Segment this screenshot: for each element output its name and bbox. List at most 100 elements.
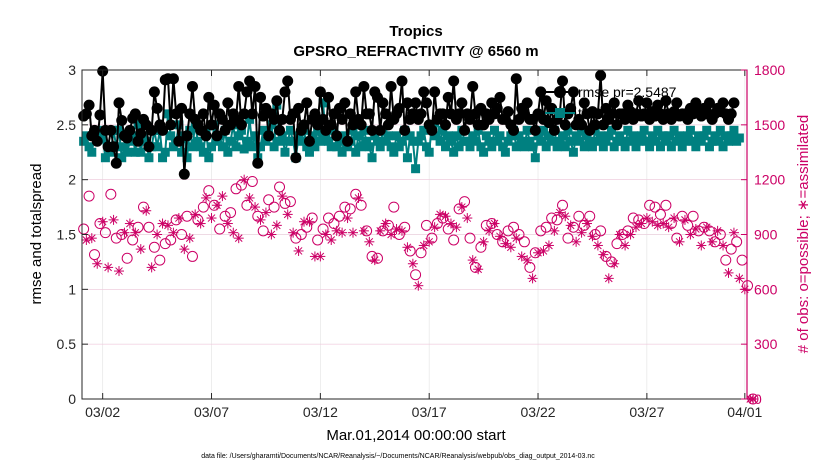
- totalspread-point: [481, 131, 491, 141]
- totalspread-point: [585, 136, 595, 146]
- rmse-point: [595, 69, 607, 81]
- assimilated-obs-point: [462, 213, 473, 224]
- totalspread-point: [604, 131, 614, 141]
- totalspread-point: [315, 136, 325, 146]
- totalspread-point: [609, 142, 619, 152]
- totalspread-point: [541, 142, 551, 152]
- rmse-point: [339, 97, 351, 109]
- possible-obs-point: [644, 199, 656, 211]
- assimilated-obs-point: [690, 224, 701, 235]
- assimilated-obs-point: [190, 209, 201, 220]
- totalspread-point: [411, 164, 421, 174]
- assimilated-obs-point: [342, 213, 353, 224]
- possible-obs-point: [410, 269, 422, 281]
- possible-obs-point: [508, 221, 520, 233]
- assimilated-obs-point: [614, 229, 625, 240]
- rmse-point: [151, 102, 163, 114]
- assimilated-obs-point: [130, 227, 141, 238]
- y-left-tick-label: 2.5: [57, 117, 77, 133]
- totalspread-point: [617, 136, 627, 146]
- totalspread-point: [187, 142, 197, 152]
- assimilated-obs-point: [620, 240, 631, 251]
- x-tick-label: 04/01: [727, 404, 762, 420]
- y-left-tick-label: 1: [68, 281, 76, 297]
- possible-obs-point: [448, 234, 460, 246]
- possible-obs-point: [110, 232, 122, 244]
- rmse-point: [355, 119, 367, 131]
- totalspread-point: [302, 142, 312, 152]
- legend-spread-marker: [555, 108, 565, 118]
- rmse-point: [728, 97, 740, 109]
- assimilated-obs-point: [554, 207, 565, 218]
- totalspread-point: [288, 136, 298, 146]
- possible-obs-point: [546, 212, 558, 224]
- possible-obs-point: [284, 196, 296, 208]
- totalspread-point: [247, 142, 257, 152]
- possible-obs-point: [731, 236, 743, 248]
- totalspread-point: [296, 136, 306, 146]
- rmse-point: [146, 124, 158, 136]
- totalspread-point: [691, 142, 701, 152]
- totalspread-point: [465, 142, 475, 152]
- assimilated-obs-point: [478, 236, 489, 247]
- assimilated-obs-point: [582, 218, 593, 229]
- totalspread-point: [261, 136, 271, 146]
- assimilated-obs-point: [135, 244, 146, 255]
- y-left-tick-label: 2: [68, 172, 76, 188]
- rmse-point: [380, 108, 392, 120]
- totalspread-point: [606, 125, 616, 135]
- rmse-point: [181, 130, 193, 142]
- possible-obs-point: [404, 245, 416, 257]
- totalspread-point: [530, 153, 540, 163]
- totalspread-point: [489, 125, 499, 135]
- assimilated-obs-point: [260, 207, 271, 218]
- assimilated-obs-point: [641, 213, 652, 224]
- legend-rmse-marker: [554, 86, 566, 98]
- totalspread-point: [128, 131, 138, 141]
- possible-obs-point: [654, 208, 666, 220]
- assimilated-obs-point: [331, 225, 342, 236]
- totalspread-point: [280, 147, 290, 157]
- totalspread-point: [620, 142, 630, 152]
- rmse-point: [282, 75, 294, 87]
- assimilated-obs-point: [587, 231, 598, 242]
- x-tick-label: 03/02: [85, 404, 120, 420]
- totalspread-point: [226, 136, 236, 146]
- rmse-point: [358, 80, 370, 92]
- totalspread-point: [734, 133, 744, 143]
- totalspread-point: [650, 136, 660, 146]
- totalspread-point: [381, 136, 391, 146]
- totalspread-point: [683, 131, 693, 141]
- assimilated-obs-point: [592, 240, 603, 251]
- legend-spread-label: totalspread pr=2.3111: [578, 105, 713, 121]
- totalspread-point: [715, 125, 725, 135]
- rmse-point: [268, 113, 280, 125]
- rmse-point: [336, 113, 348, 125]
- assimilated-obs-point: [402, 242, 413, 253]
- assimilated-obs-point: [576, 227, 587, 238]
- totalspread-point: [519, 142, 529, 152]
- possible-obs-point: [159, 238, 171, 250]
- assimilated-obs-point: [456, 202, 467, 213]
- totalspread-point: [636, 131, 646, 141]
- totalspread-point: [193, 136, 203, 146]
- rmse-point: [342, 135, 354, 147]
- rmse-point: [374, 124, 386, 136]
- rmse-point: [148, 86, 160, 98]
- rmse-point: [393, 102, 405, 114]
- possible-obs-point: [99, 227, 111, 239]
- rmse-point: [94, 109, 106, 121]
- totalspread-point: [547, 136, 557, 146]
- possible-obs-point: [399, 221, 411, 233]
- rmse-point: [165, 119, 177, 131]
- totalspread-point: [136, 147, 146, 157]
- assimilated-obs-point: [179, 244, 190, 255]
- totalspread-point: [196, 142, 206, 152]
- possible-obs-point: [513, 229, 525, 240]
- assimilated-obs-point: [560, 211, 571, 222]
- assimilated-obs-point: [244, 192, 255, 203]
- rmse-point: [535, 86, 547, 98]
- totalspread-point: [514, 131, 524, 141]
- rmse-point: [271, 95, 283, 107]
- totalspread-point: [337, 147, 347, 157]
